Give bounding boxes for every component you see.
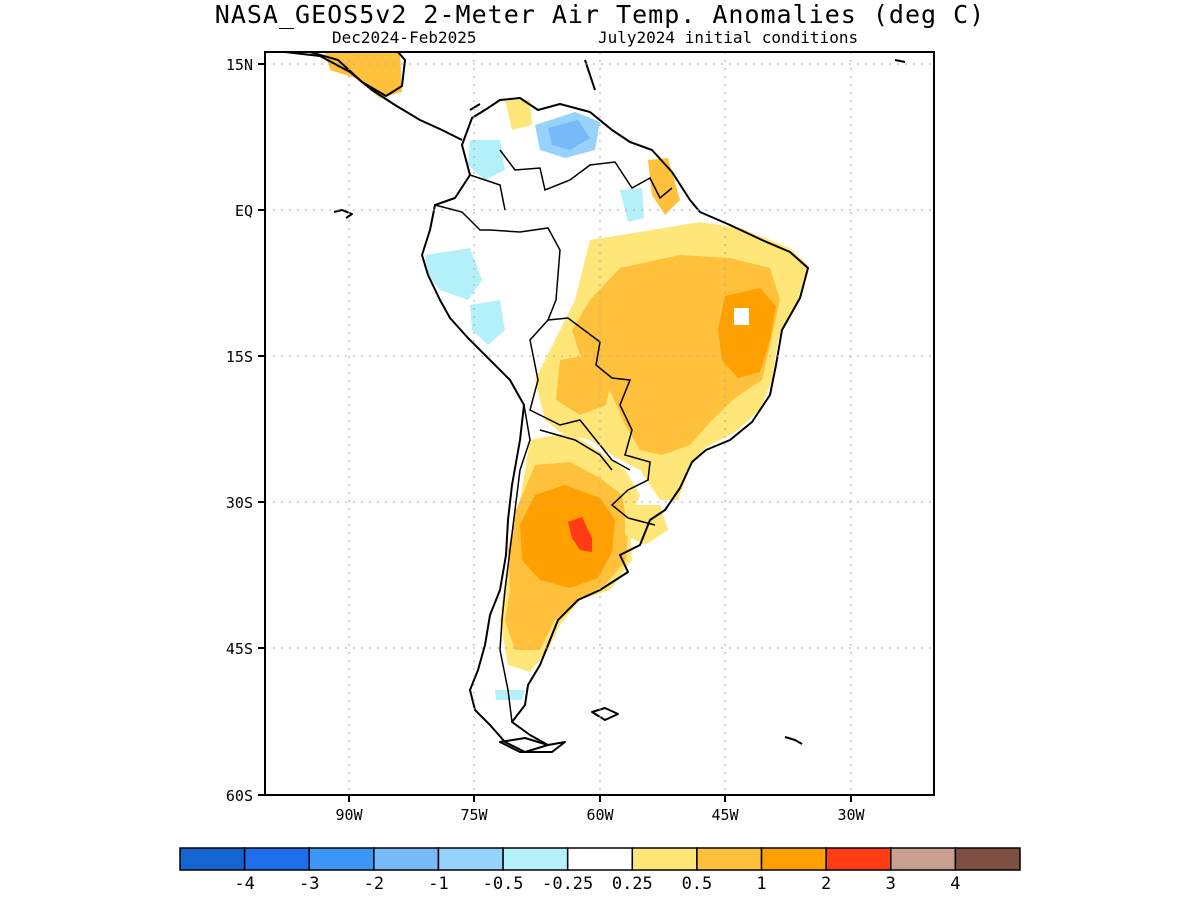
colorbar-label: -2 [364,874,384,894]
lon-label: 75W [460,806,488,824]
south-america-coastline [421,97,809,753]
anomaly-region-argentina-strong [520,485,615,588]
colorbar-label: -0.25 [542,874,593,894]
colorbar-label: -0.5 [483,874,524,894]
colorbar-label: 3 [886,874,896,894]
lon-label: 45W [711,806,739,824]
lat-label: 30S [226,494,253,512]
initial-conditions-label: July2024 initial conditions [598,28,859,47]
country-borders [434,149,673,723]
season-label: Dec2024-Feb2025 [332,28,477,47]
lon-label: 90W [335,806,363,824]
falkland-islands [591,707,619,721]
colorbar-swatch [373,847,440,871]
border-argentina-paraguay [539,429,613,471]
galapagos-islands [333,209,353,219]
colorbar-swatch [437,847,504,871]
colorbar-swatch [566,847,634,871]
colorbar-label: -4 [234,874,254,894]
anomaly-region-uruguay-light [625,505,668,545]
colorbar-label: 2 [821,874,831,894]
lon-label: 60W [586,806,614,824]
lat-label: 45S [226,640,253,658]
border-bolivia [529,319,631,471]
anomaly-region-central-america-warm [325,52,402,98]
anomaly-fields [325,52,808,700]
colorbar-label: -1 [428,874,448,894]
south-georgia [784,736,803,745]
anomaly-region-venezuela-cold [548,120,590,150]
colorbar-swatch [825,847,892,871]
lat-label: 15N [226,56,253,74]
anomaly-region-bolivia-moderate [556,355,612,415]
anomaly-region-argentina-very-strong [568,517,592,552]
anomaly-region-colombia-warm [505,100,532,130]
anomaly-region-guyana-warm [648,158,680,215]
colorbar-label: 1 [756,874,766,894]
colorbar-labels: -4 -3 -2 -1 -0.5 -0.25 0.25 0.5 1 2 3 4 [234,874,960,894]
anomaly-region-patagonia-cool [495,690,525,700]
colorbar-label: 0.5 [682,874,713,894]
longitude-labels: 90W 75W 60W 45W 30W [335,806,865,824]
colorbar-swatch [631,847,698,871]
colorbar-swatch [308,847,375,871]
map-title: NASA_GEOS5v2 2-Meter Air Temp. Anomalies… [214,0,986,29]
central-america-coastline [284,52,463,141]
border-brazil-west [489,227,656,526]
colorbar-label: -3 [299,874,319,894]
anomaly-region-peru-cool [425,248,482,300]
anomaly-region-colombia-cool [468,140,505,180]
anomaly-region-guiana-cool [620,188,644,222]
colorbar-label: 4 [950,874,960,894]
colorbar-swatch [696,847,763,871]
latitude-labels: 15N EQ 15S 30S 45S 60S [226,56,253,805]
coastlines [284,52,906,753]
colorbar-swatch [179,847,246,871]
border-chile-argentina [499,404,531,723]
border-peru-ecuador [434,174,506,231]
anomaly-region-peru-cool-2 [470,300,505,345]
tierra-del-fuego-coastline [499,737,566,753]
colorbar [179,847,1021,871]
colorbar-swatch [760,847,827,871]
lat-label: 60S [226,787,253,805]
axis-ticks [258,63,852,802]
missing-data-patch [734,308,749,325]
lat-label: 15S [226,348,253,366]
lat-label: EQ [235,202,253,220]
lon-label: 30W [837,806,865,824]
caribbean-islands [469,59,906,111]
colorbar-swatch [890,847,957,871]
border-north [499,149,673,200]
colorbar-swatch [502,847,569,871]
colorbar-swatch [954,847,1021,871]
colorbar-swatch [243,847,310,871]
colorbar-label: 0.25 [612,874,653,894]
